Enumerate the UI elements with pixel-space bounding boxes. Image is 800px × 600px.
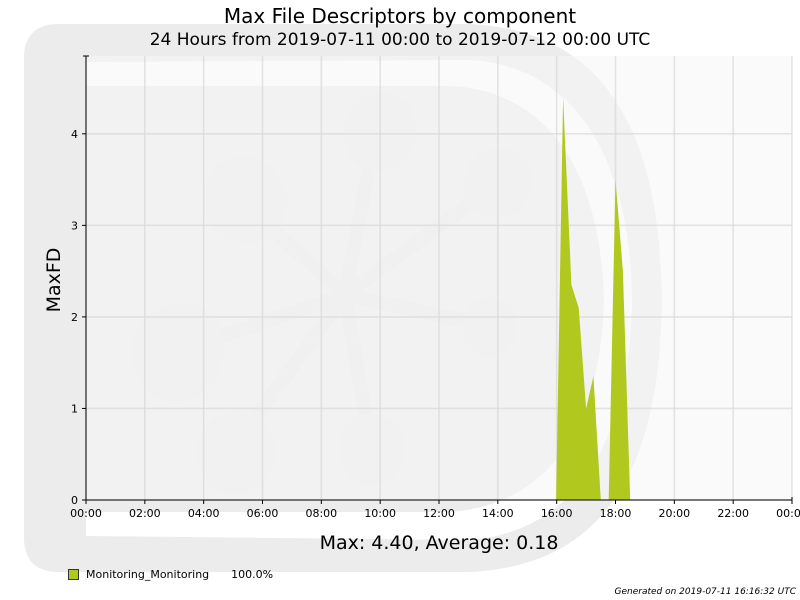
series-area-monitoring-monitoring — [556, 97, 631, 500]
x-tick-label: 00:00 — [70, 507, 102, 520]
y-axis-label: MaxFD — [43, 248, 65, 313]
x-tick-label: 12:00 — [423, 507, 455, 520]
series-layer — [556, 97, 631, 500]
summary-stats: Max: 4.40, Average: 0.18 — [319, 532, 559, 554]
x-tick-label: 04:00 — [188, 507, 220, 520]
x-tick-label: 06:00 — [247, 507, 279, 520]
y-tick-label: 1 — [71, 402, 78, 415]
x-tick-label: 14:00 — [482, 507, 514, 520]
x-tick-label: 10:00 — [364, 507, 396, 520]
y-tick-label: 2 — [71, 311, 78, 324]
y-tick-label: 4 — [71, 128, 78, 141]
legend-label: Monitoring_Monitoring — [86, 568, 210, 581]
generated-timestamp: Generated on 2019-07-11 16:16:32 UTC — [614, 587, 797, 597]
x-tick-label: 18:00 — [600, 507, 632, 520]
y-tick-label: 0 — [71, 494, 78, 507]
plot-area: 00:00 02:00 04:00 06:00 08:00 10:00 12:00 14:00… — [43, 55, 800, 520]
x-tick-label: 16:00 — [541, 507, 573, 520]
x-axis-ticks: 00:00 02:00 04:00 06:00 08:00 10:00 12:00 14:00… — [70, 500, 800, 520]
legend-percent: 100.0% — [231, 568, 274, 581]
chart-title: Max File Descriptors by component — [223, 4, 577, 28]
x-tick-label: 00:00 — [776, 507, 800, 520]
chart-subtitle: 24 Hours from 2019-07-11 00:00 to 2019-0… — [149, 30, 651, 50]
legend-swatch — [68, 569, 79, 580]
grid-lines — [85, 56, 793, 501]
x-tick-label: 02:00 — [129, 507, 161, 520]
x-tick-label: 08:00 — [305, 507, 337, 520]
x-tick-label: 22:00 — [717, 507, 749, 520]
y-tick-label: 3 — [71, 219, 78, 232]
x-tick-label: 20:00 — [658, 507, 690, 520]
legend: Monitoring_Monitoring 100.0% — [68, 568, 273, 581]
y-axis-ticks: 0 1 2 3 4 — [71, 128, 86, 507]
